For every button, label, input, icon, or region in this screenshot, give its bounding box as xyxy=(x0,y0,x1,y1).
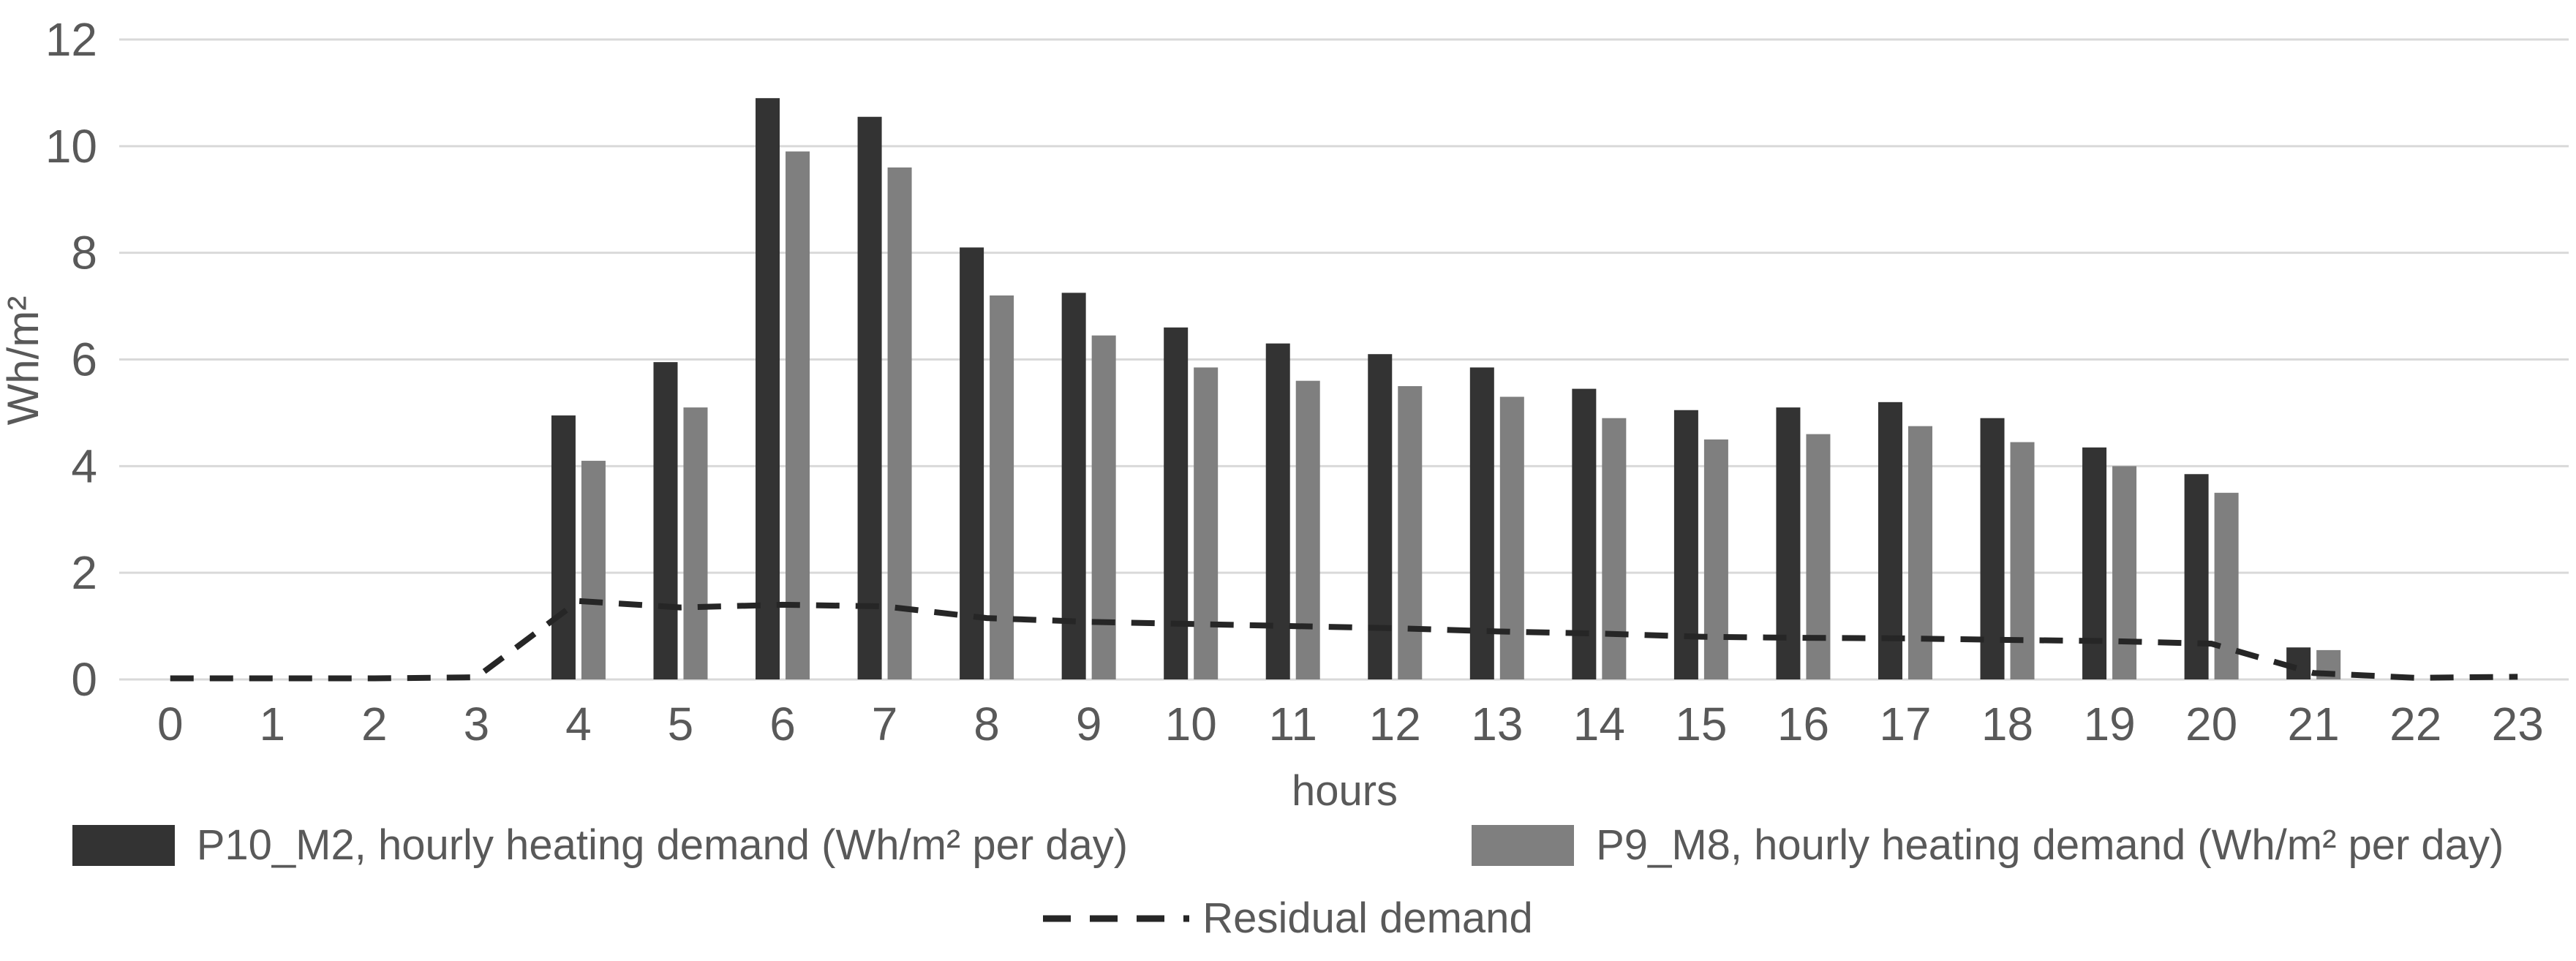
bar-p9-m8-hour-16 xyxy=(1806,434,1831,679)
bar-p9-m8-hour-12 xyxy=(1398,385,1423,679)
bar-p9-m8-hour-6 xyxy=(786,151,810,679)
y-tick-label: 6 xyxy=(71,333,97,386)
y-tick-label: 4 xyxy=(71,440,97,492)
bar-p9-m8-hour-13 xyxy=(1499,396,1524,679)
y-tick-label: 10 xyxy=(45,120,97,173)
x-tick-label: 22 xyxy=(2389,698,2441,750)
bar-p9-m8-hour-19 xyxy=(2112,466,2137,679)
x-tick-label: 18 xyxy=(1981,698,2033,750)
x-tick-label: 4 xyxy=(565,698,592,750)
bar-p10-m2-hour-7 xyxy=(857,116,882,679)
legend-residual: Residual demand xyxy=(0,894,2576,943)
y-axis-title: Wh/m² xyxy=(0,295,48,426)
x-tick-label: 13 xyxy=(1471,698,1523,750)
bar-p9-m8-hour-14 xyxy=(1602,418,1627,679)
bar-p10-m2-hour-6 xyxy=(756,98,780,680)
x-tick-label: 8 xyxy=(973,698,1000,750)
x-tick-label: 11 xyxy=(1269,698,1317,750)
bar-p10-m2-hour-13 xyxy=(1469,367,1494,679)
dashed-line-sample-icon xyxy=(1043,915,1190,922)
x-tick-label: 17 xyxy=(1879,698,1931,750)
legend-entry-p10-m2: P10_M2, hourly heating demand (Wh/m² per… xyxy=(72,821,1128,870)
x-tick-label: 16 xyxy=(1777,698,1829,750)
x-tick-label: 23 xyxy=(2492,698,2544,750)
legend-entry-p9-m8: P9_M8, hourly heating demand (Wh/m² per … xyxy=(1472,821,2504,870)
bar-p9-m8-hour-5 xyxy=(683,407,708,679)
bar-p9-m8-hour-20 xyxy=(2214,492,2239,679)
residual-demand-line xyxy=(170,598,2518,682)
bar-p10-m2-hour-20 xyxy=(2184,474,2209,679)
bar-p10-m2-hour-11 xyxy=(1265,343,1290,679)
bar-p10-m2-hour-18 xyxy=(1980,418,2005,679)
bar-p10-m2-hour-9 xyxy=(1061,293,1086,680)
y-tick-label: 0 xyxy=(71,653,97,706)
x-tick-label: 2 xyxy=(361,698,388,750)
legend-label-residual: Residual demand xyxy=(1202,894,1533,942)
legend-swatch-p9-m8 xyxy=(1472,824,1575,866)
x-tick-label: 9 xyxy=(1076,698,1102,750)
bar-p10-m2-hour-19 xyxy=(2082,447,2107,679)
x-tick-label: 12 xyxy=(1369,698,1421,750)
x-tick-label: 15 xyxy=(1675,698,1727,750)
x-tick-label: 10 xyxy=(1165,698,1217,750)
bar-p9-m8-hour-4 xyxy=(581,461,606,679)
bar-p10-m2-hour-16 xyxy=(1776,407,1801,679)
bar-p9-m8-hour-8 xyxy=(990,295,1014,679)
x-tick-label: 7 xyxy=(872,698,898,750)
x-tick-label: 5 xyxy=(668,698,694,750)
legend-bars: P10_M2, hourly heating demand (Wh/m² per… xyxy=(0,821,2576,870)
x-tick-label: 6 xyxy=(769,698,796,750)
bar-p9-m8-hour-18 xyxy=(2010,442,2035,679)
x-tick-label: 19 xyxy=(2083,698,2135,750)
legend-label-p9-m8: P9_M8, hourly heating demand (Wh/m² per … xyxy=(1596,821,2504,869)
x-tick-label: 20 xyxy=(2185,698,2237,750)
bar-p9-m8-hour-10 xyxy=(1194,367,1219,679)
x-axis-title: hours xyxy=(1291,767,1398,815)
bar-p9-m8-hour-7 xyxy=(887,167,912,679)
legend-swatch-p10-m2 xyxy=(72,824,175,866)
y-tick-label: 12 xyxy=(45,13,97,66)
bar-p10-m2-hour-8 xyxy=(960,247,984,679)
bar-p9-m8-hour-9 xyxy=(1091,335,1116,679)
y-tick-label: 8 xyxy=(71,227,97,279)
bar-p9-m8-hour-11 xyxy=(1295,380,1320,679)
bar-p10-m2-hour-17 xyxy=(1878,402,1902,679)
x-tick-label: 0 xyxy=(157,698,184,750)
x-tick-label: 14 xyxy=(1573,698,1625,750)
x-tick-label: 21 xyxy=(2288,698,2340,750)
x-tick-label: 3 xyxy=(464,698,490,750)
x-tick-label: 1 xyxy=(260,698,286,750)
y-tick-label: 2 xyxy=(71,546,97,599)
legend-label-p10-m2: P10_M2, hourly heating demand (Wh/m² per… xyxy=(196,821,1129,869)
bar-p10-m2-hour-4 xyxy=(551,415,576,679)
bar-p9-m8-hour-15 xyxy=(1703,439,1728,679)
bar-p10-m2-hour-5 xyxy=(653,362,678,679)
